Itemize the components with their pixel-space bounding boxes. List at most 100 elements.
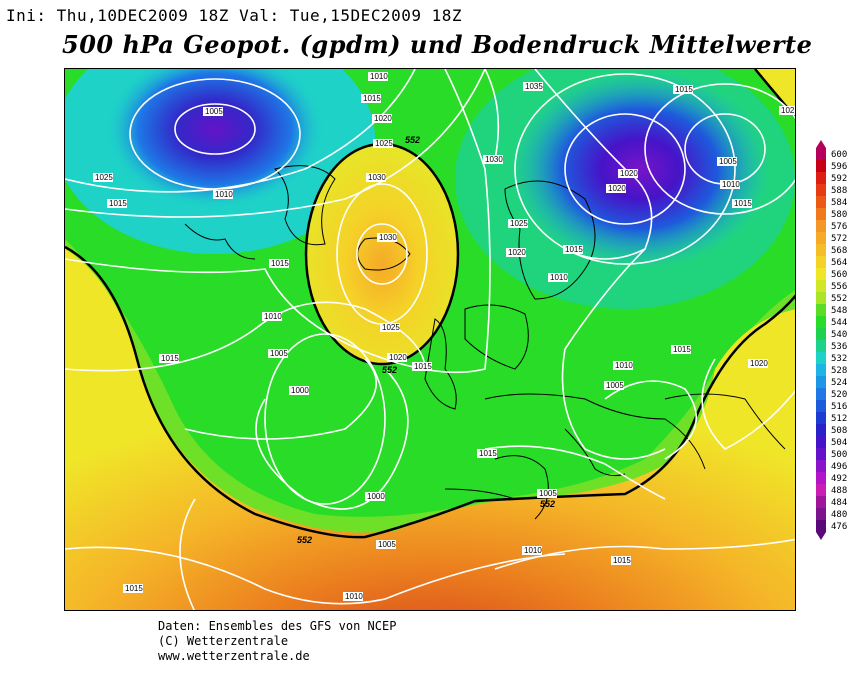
- credit-data-source: Daten: Ensembles des GFS von NCEP: [158, 619, 397, 633]
- pressure-label: 1020: [620, 169, 638, 178]
- pressure-label: 1005: [270, 349, 288, 358]
- scale-swatch: [816, 268, 826, 280]
- scale-swatch: [816, 160, 826, 172]
- scale-swatch: [816, 280, 826, 292]
- pressure-label: 1005: [205, 107, 223, 116]
- pressure-label: 102: [781, 106, 795, 115]
- pressure-label: 1015: [565, 245, 583, 254]
- scale-swatch: [816, 376, 826, 388]
- scale-label: 500: [831, 450, 847, 460]
- pressure-label: 1010: [215, 190, 233, 199]
- scale-label: 588: [831, 186, 847, 196]
- pressure-label: 1015: [125, 584, 143, 593]
- pressure-label: 1015: [109, 199, 127, 208]
- isobars: [65, 69, 795, 610]
- pressure-label: 1010: [264, 312, 282, 321]
- scale-swatch: [816, 148, 826, 160]
- init-label: Ini:: [6, 6, 47, 25]
- scale-swatch: [816, 352, 826, 364]
- pressure-label: 1010: [550, 273, 568, 282]
- scale-label: 476: [831, 522, 847, 532]
- pressure-label: 1020: [374, 114, 392, 123]
- scale-label: 536: [831, 342, 847, 352]
- pressure-label: 1010: [722, 180, 740, 189]
- scale-label: 516: [831, 402, 847, 412]
- credit-url[interactable]: www.wetterzentrale.de: [158, 649, 310, 663]
- pressure-label: 1025: [375, 139, 393, 148]
- scale-label: 552: [831, 294, 847, 304]
- pressure-label: 1000: [367, 492, 385, 501]
- scale-top-arrow: [816, 140, 826, 148]
- scale-swatch: [816, 232, 826, 244]
- valid-label: Val:: [239, 6, 280, 25]
- scale-swatch: [816, 388, 826, 400]
- pressure-label: 1010: [370, 72, 388, 81]
- nw-low-core: [105, 69, 325, 209]
- scale-swatch: [816, 460, 826, 472]
- pressure-label: 1015: [479, 449, 497, 458]
- scale-label: 544: [831, 318, 847, 328]
- pressure-label: 1025: [95, 173, 113, 182]
- scale-swatch: [816, 184, 826, 196]
- scale-swatch: [816, 412, 826, 424]
- pressure-label: 1005: [539, 489, 557, 498]
- pressure-label: 1025: [382, 323, 400, 332]
- scale-swatch: [816, 520, 826, 532]
- pressure-label: 1015: [734, 199, 752, 208]
- pressure-label: 1010: [615, 361, 633, 370]
- scale-label: 564: [831, 258, 847, 268]
- scale-label: 520: [831, 390, 847, 400]
- scale-swatch: [816, 496, 826, 508]
- init-time: Thu,10DEC2009 18Z: [56, 6, 229, 25]
- pressure-label: 1020: [508, 248, 526, 257]
- scale-label: 580: [831, 210, 847, 220]
- pressure-labels: 1005 1010 1015 1020 1025 1030 1030 1025 …: [93, 72, 795, 601]
- pressure-label: 1030: [379, 233, 397, 242]
- pressure-label: 1030: [485, 155, 503, 164]
- south-552-contour: [65, 245, 795, 539]
- scale-bottom-arrow: [816, 532, 826, 540]
- scale-label: 600: [831, 150, 847, 160]
- pressure-label: 1015: [675, 85, 693, 94]
- scale-label: 512: [831, 414, 847, 424]
- pressure-label: 1020: [750, 359, 768, 368]
- scale-swatch: [816, 220, 826, 232]
- pressure-label: 1015: [613, 556, 631, 565]
- pressure-label: 1005: [719, 157, 737, 166]
- pressure-label: 1025: [510, 219, 528, 228]
- pressure-label: 1020: [608, 184, 626, 193]
- scale-swatch: [816, 172, 826, 184]
- pressure-label: 1010: [524, 546, 542, 555]
- ne-low-core: [510, 69, 770, 269]
- pressure-label: 1030: [368, 173, 386, 182]
- pressure-label: 1015: [271, 259, 289, 268]
- scale-label: 556: [831, 282, 847, 292]
- pressure-label: 1005: [378, 540, 396, 549]
- contour-label-552: 552: [540, 499, 555, 509]
- run-info: Ini: Thu,10DEC2009 18Z Val: Tue,15DEC200…: [6, 6, 462, 25]
- coastlines: [184, 165, 786, 520]
- scale-swatch: [816, 448, 826, 460]
- scale-swatch: [816, 340, 826, 352]
- pressure-label: 1010: [345, 592, 363, 601]
- contour-label-552: 552: [405, 135, 420, 145]
- scale-label: 592: [831, 174, 847, 184]
- scale-swatch: [816, 328, 826, 340]
- scale-label: 496: [831, 462, 847, 472]
- scale-label: 584: [831, 198, 847, 208]
- scale-label: 576: [831, 222, 847, 232]
- scale-label: 488: [831, 486, 847, 496]
- scale-label: 540: [831, 330, 847, 340]
- scale-swatch: [816, 472, 826, 484]
- contour-label-552: 552: [382, 365, 397, 375]
- pressure-label: 1015: [363, 94, 381, 103]
- scale-swatch: [816, 316, 826, 328]
- scale-label: 548: [831, 306, 847, 316]
- scale-label: 568: [831, 246, 847, 256]
- scale-label: 532: [831, 354, 847, 364]
- pressure-label: 1015: [673, 345, 691, 354]
- scale-label: 528: [831, 366, 847, 376]
- scale-label: 524: [831, 378, 847, 388]
- scale-swatch: [816, 304, 826, 316]
- scale-label: 504: [831, 438, 847, 448]
